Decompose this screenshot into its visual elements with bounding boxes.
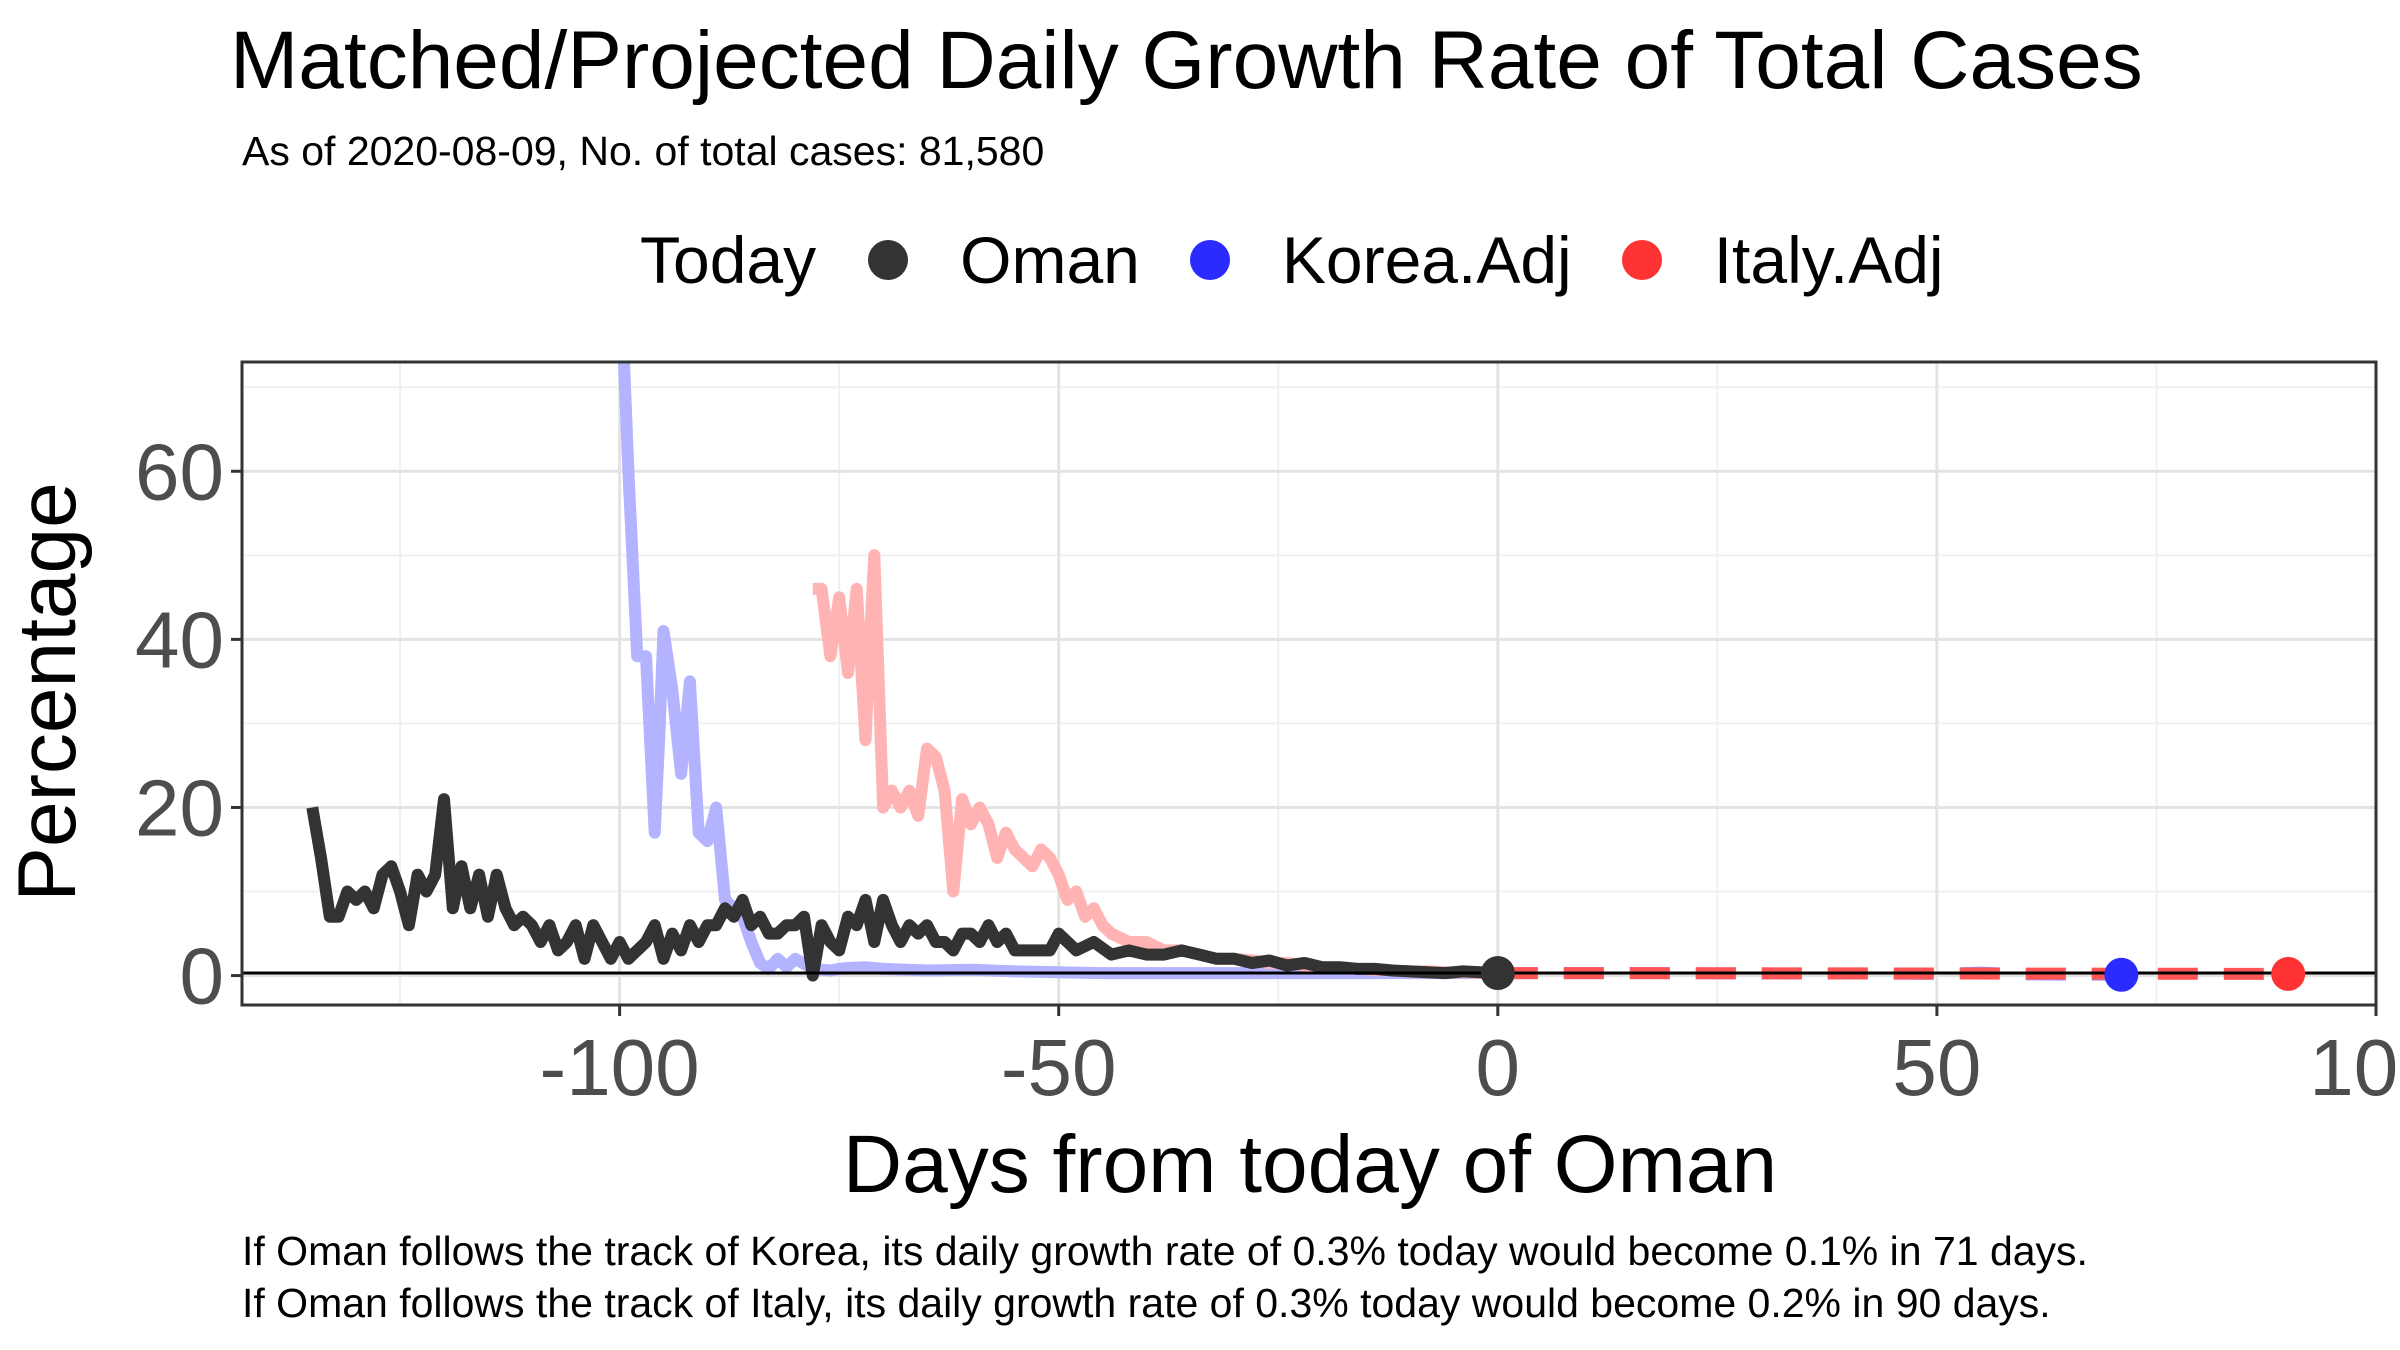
axis-ticks: -100 -50 0 50 100 0 20 40 60 — [135, 427, 2400, 1112]
legend-key-oman — [868, 240, 909, 280]
line-oman — [306, 793, 1499, 982]
x-tick-label: -100 — [540, 1023, 700, 1112]
plot-border — [240, 360, 2378, 1007]
x-axis-title: Days from today of Oman — [843, 1119, 1777, 1210]
y-tick-label: 40 — [135, 595, 224, 684]
y-tick-label: 20 — [135, 763, 224, 852]
grid — [242, 362, 2376, 1005]
chart-title: Matched/Projected Daily Growth Rate of T… — [230, 15, 2143, 106]
line-italy-adj — [812, 549, 1498, 980]
caption-korea: If Oman follows the track of Korea, its … — [242, 1228, 2088, 1274]
endpoint-italy-adj — [2271, 956, 2306, 991]
legend-label-oman: Oman — [960, 223, 1140, 297]
legend-key-korea — [1189, 240, 1230, 280]
series-layer — [242, 362, 2376, 992]
y-tick-label: 0 — [180, 932, 225, 1021]
legend-item-oman: Oman — [868, 222, 1140, 298]
x-tick-label: 100 — [2309, 1023, 2400, 1112]
chart-subtitle: As of 2020-08-09, No. of total cases: 81… — [242, 128, 1045, 174]
legend: Today Oman Korea.Adj Italy.Adj — [640, 220, 1994, 300]
legend-label-korea: Korea.Adj — [1281, 223, 1572, 297]
caption-italy: If Oman follows the track of Italy, its … — [242, 1280, 2051, 1326]
endpoint-oman — [1480, 956, 1515, 991]
endpoint-korea-adj — [2104, 957, 2139, 992]
legend-label-italy: Italy.Adj — [1713, 223, 1944, 297]
legend-item-italy: Italy.Adj — [1621, 222, 1944, 298]
legend-title: Today — [640, 223, 817, 297]
y-axis-title: Percentage — [2, 482, 93, 901]
y-tick-label: 60 — [135, 427, 224, 516]
x-tick-label: -50 — [1001, 1023, 1117, 1112]
x-tick-label: 50 — [1892, 1023, 1981, 1112]
legend-key-italy — [1621, 240, 1662, 280]
legend-item-korea: Korea.Adj — [1189, 222, 1572, 298]
x-tick-label: 0 — [1476, 1023, 1521, 1112]
